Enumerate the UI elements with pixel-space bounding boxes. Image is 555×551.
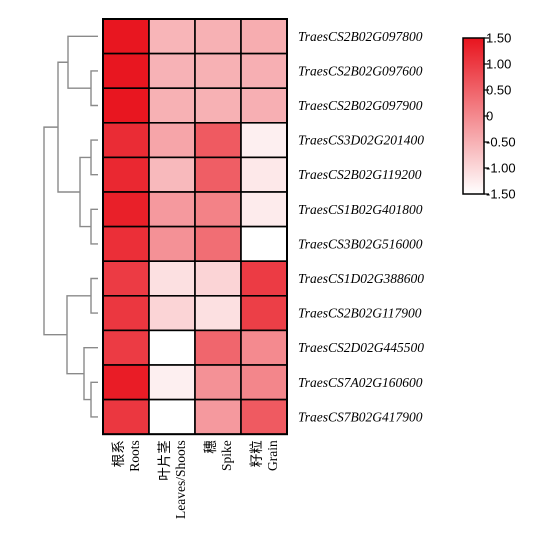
dendrogram-branch — [57, 61, 80, 193]
dendrogram-branch — [90, 70, 98, 107]
colorbar-tick-label: 0 — [486, 109, 493, 124]
heatmap-cell — [194, 225, 242, 263]
heatmap-cell — [240, 52, 288, 89]
row-label: TraesCS1D02G388600 — [298, 271, 424, 286]
row-labels: TraesCS2B02G097800 TraesCS2B02G097600 Trae… — [298, 29, 424, 425]
heatmap-cell — [148, 87, 196, 124]
heatmap-cell — [240, 191, 288, 228]
row-label: TraesCS2D02G445500 — [298, 340, 424, 355]
heatmap-cell — [194, 156, 242, 193]
heatmap-cell — [194, 18, 242, 55]
heatmap-cell — [240, 294, 288, 332]
row-label: TraesCS2B02G119200 — [298, 167, 422, 182]
row-label: TraesCS2B02G097600 — [298, 63, 423, 78]
column-label-zh: 叶片茎 — [157, 440, 172, 481]
column-label-en: Leaves/Shoots — [173, 440, 188, 519]
dendrogram-branch — [90, 139, 98, 176]
heatmap-cell — [148, 294, 196, 332]
heatmap-cell — [240, 122, 288, 159]
heatmap-border — [102, 18, 288, 436]
colorbar-tick-label: -1.00 — [486, 161, 516, 176]
heatmap-cell — [102, 87, 150, 124]
heatmap-cell — [194, 260, 242, 297]
heatmap-cell — [102, 329, 150, 366]
column-label-en: Roots — [127, 440, 142, 472]
heatmap-cell — [102, 294, 150, 332]
row-label: TraesCS2B02G097900 — [298, 98, 423, 113]
heatmap-cell — [240, 260, 288, 297]
heatmap-cell — [240, 329, 288, 366]
heatmap-cell — [148, 398, 196, 436]
heatmap-cell — [240, 18, 288, 55]
row-label: TraesCS3D02G201400 — [298, 133, 424, 148]
colorbar-gradient — [462, 37, 485, 195]
heatmap-cell — [148, 122, 196, 159]
row-label: TraesCS7B02G417900 — [298, 409, 423, 424]
heatmap-cells — [102, 18, 288, 436]
heatmap-cell — [240, 364, 288, 401]
colorbar-tick-label: 1.00 — [486, 57, 511, 72]
heatmap-cell — [102, 156, 150, 193]
heatmap-cell — [102, 18, 150, 55]
heatmap-cell — [102, 260, 150, 297]
heatmap-cell — [102, 398, 150, 436]
heatmap-cell — [194, 294, 242, 332]
heatmap-cell — [194, 52, 242, 89]
heatmap-cell — [148, 52, 196, 89]
heatmap-cell — [240, 225, 288, 263]
heatmap-cell — [148, 329, 196, 366]
column-label-zh: 穗 — [203, 440, 218, 454]
heatmap-cell — [148, 364, 196, 401]
column-labels: 根系 Roots 叶片茎 Leaves/Shoots 穗 Spike 籽粒 Grain — [111, 440, 280, 519]
column-label-en: Grain — [265, 440, 280, 471]
heatmap-cell — [148, 18, 196, 55]
colorbar-tick-label: 0.50 — [486, 83, 511, 98]
heatmap-cell — [102, 52, 150, 89]
colorbar-tick-label: -0.50 — [486, 135, 516, 150]
heatmap-cell — [194, 122, 242, 159]
row-dendrogram — [43, 35, 98, 418]
heatmap-cell — [194, 398, 242, 436]
dendrogram-branch — [67, 35, 98, 89]
heatmap-cell — [102, 122, 150, 159]
heatmap-cell — [240, 156, 288, 193]
heatmap-cell — [194, 191, 242, 228]
heatmap-cell — [194, 87, 242, 124]
heatmap-cell — [240, 87, 288, 124]
column-label-en: Spike — [219, 440, 234, 471]
colorbar-tick-label: 1.50 — [486, 31, 511, 46]
row-label: TraesCS7A02G160600 — [298, 375, 423, 390]
heatmap-cell — [148, 260, 196, 297]
colorbar: 1.50 1.00 0.50 0 -0.50 -1.00 -1.50 — [462, 31, 516, 202]
dendrogram-branch — [90, 277, 98, 314]
row-label: TraesCS1B02G401800 — [298, 202, 423, 217]
heatmap-cell — [194, 364, 242, 401]
heatmap-cell — [148, 156, 196, 193]
heatmap-cell — [240, 398, 288, 436]
dendrogram-branch — [79, 156, 91, 228]
dendrogram-branch — [90, 208, 98, 245]
heatmap-cell — [148, 225, 196, 263]
heatmap-cell — [102, 191, 150, 228]
dendrogram-branch — [90, 381, 98, 418]
row-label: TraesCS3B02G516000 — [298, 236, 423, 251]
row-label: TraesCS2B02G117900 — [298, 306, 422, 321]
dendrogram-branch — [66, 295, 91, 375]
heatmap-cell — [102, 364, 150, 401]
column-label-zh: 籽粒 — [249, 440, 264, 467]
dendrogram-branch — [43, 126, 67, 336]
colorbar-tick-label: -1.50 — [486, 187, 516, 202]
column-label-zh: 根系 — [111, 440, 126, 467]
heatmap-cell — [102, 225, 150, 263]
heatmap-cell — [194, 329, 242, 366]
heatmap-cell — [148, 191, 196, 228]
row-label: TraesCS2B02G097800 — [298, 29, 423, 44]
